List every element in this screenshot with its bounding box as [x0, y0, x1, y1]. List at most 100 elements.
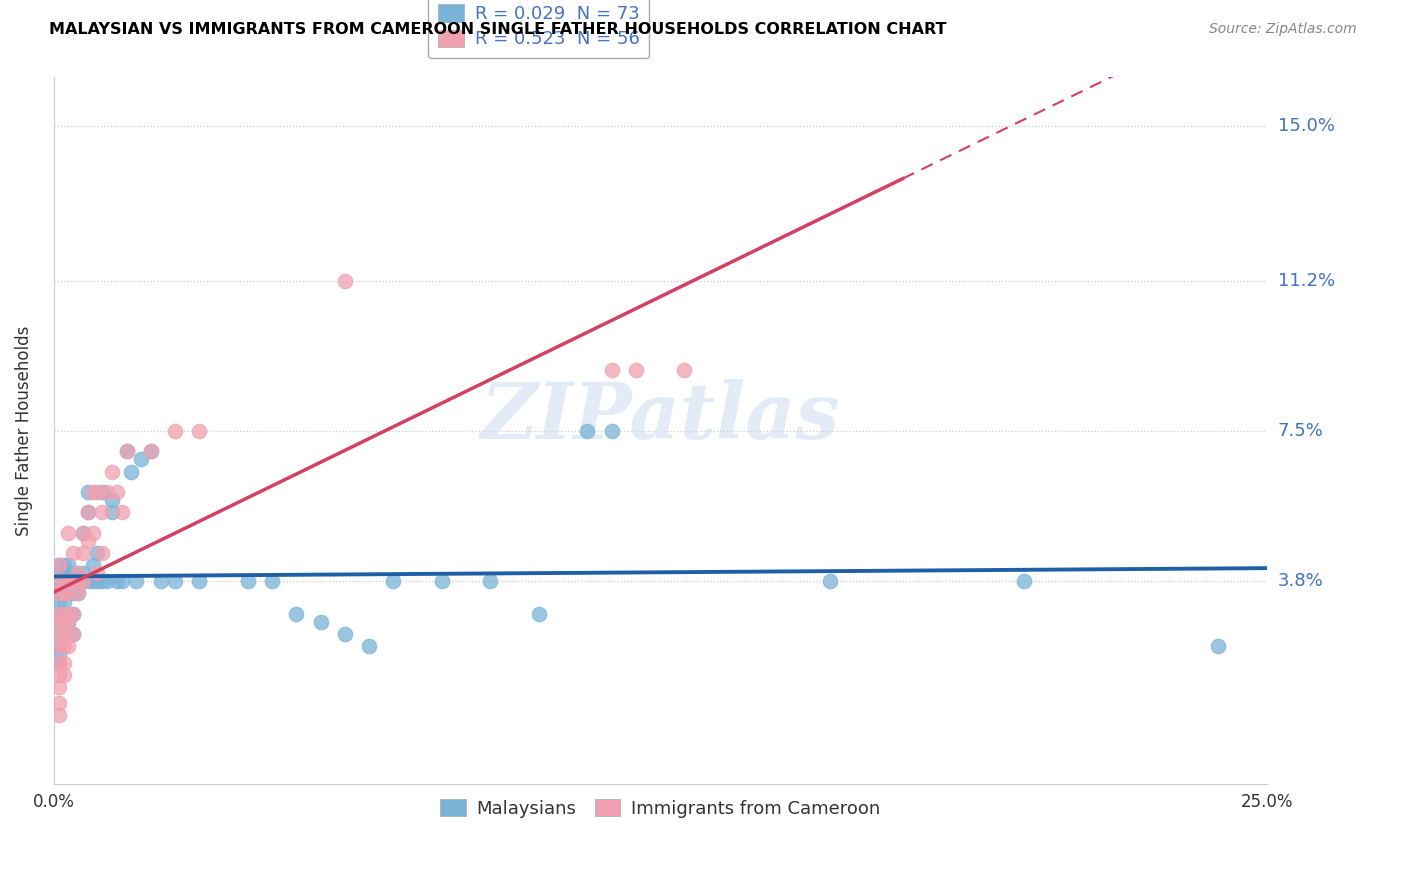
Point [52, 667, 75, 681]
Point [72, 525, 94, 540]
Point [527, 607, 550, 621]
Point [48, 558, 70, 572]
Point [48, 586, 70, 600]
Point [600, 424, 623, 438]
Point [48, 558, 70, 572]
Point [62, 586, 84, 600]
Point [188, 574, 211, 589]
Legend: Malaysians, Immigrants from Cameroon: Malaysians, Immigrants from Cameroon [433, 791, 887, 825]
Point [72, 574, 94, 589]
Point [48, 667, 70, 681]
Point [236, 574, 259, 589]
Point [115, 444, 138, 458]
Text: Source: ZipAtlas.com: Source: ZipAtlas.com [1209, 22, 1357, 37]
Point [111, 505, 134, 519]
Point [62, 574, 84, 589]
Point [72, 525, 94, 540]
Point [67, 586, 90, 600]
Point [52, 574, 75, 589]
Point [673, 363, 696, 377]
Point [72, 566, 94, 581]
Point [82, 558, 104, 572]
Point [1012, 574, 1035, 589]
Point [48, 607, 70, 621]
Text: 7.5%: 7.5% [1278, 422, 1323, 440]
Point [58, 607, 80, 621]
Point [262, 574, 284, 589]
Point [624, 363, 647, 377]
Text: MALAYSIAN VS IMMIGRANTS FROM CAMEROON SINGLE FATHER HOUSEHOLDS CORRELATION CHART: MALAYSIAN VS IMMIGRANTS FROM CAMEROON SI… [49, 22, 946, 37]
Point [48, 574, 70, 589]
Point [48, 615, 70, 629]
Point [48, 640, 70, 654]
Point [111, 574, 134, 589]
Point [149, 574, 172, 589]
Point [188, 424, 211, 438]
Point [52, 586, 75, 600]
Point [52, 656, 75, 670]
Point [58, 586, 80, 600]
Point [76, 505, 98, 519]
Point [62, 627, 84, 641]
Point [120, 465, 142, 479]
Point [48, 615, 70, 629]
Point [52, 574, 75, 589]
Point [115, 444, 138, 458]
Text: 3.8%: 3.8% [1278, 573, 1323, 591]
Point [58, 586, 80, 600]
Point [67, 574, 90, 589]
Point [430, 574, 453, 589]
Point [67, 566, 90, 581]
Point [48, 582, 70, 597]
Point [382, 574, 405, 589]
Point [76, 574, 98, 589]
Point [101, 465, 124, 479]
Point [105, 574, 128, 589]
Point [62, 607, 84, 621]
Point [129, 452, 152, 467]
Point [48, 607, 70, 621]
Point [48, 574, 70, 589]
Point [91, 484, 114, 499]
Point [82, 484, 104, 499]
Point [165, 424, 187, 438]
Point [58, 615, 80, 629]
Point [479, 574, 502, 589]
Point [576, 424, 599, 438]
Text: 15.0%: 15.0% [1278, 117, 1334, 136]
Point [86, 574, 108, 589]
Point [67, 586, 90, 600]
Point [82, 574, 104, 589]
Point [58, 615, 80, 629]
Point [86, 546, 108, 560]
Point [165, 574, 187, 589]
Point [48, 656, 70, 670]
Point [67, 566, 90, 581]
Point [62, 627, 84, 641]
Point [309, 615, 332, 629]
Point [96, 574, 118, 589]
Point [72, 546, 94, 560]
Point [48, 566, 70, 581]
Text: 11.2%: 11.2% [1278, 271, 1334, 290]
Point [91, 546, 114, 560]
Point [333, 627, 356, 641]
Point [48, 680, 70, 694]
Point [818, 574, 841, 589]
Y-axis label: Single Father Households: Single Father Households [15, 326, 32, 536]
Point [86, 566, 108, 581]
Point [52, 607, 75, 621]
Point [139, 444, 162, 458]
Point [48, 627, 70, 641]
Point [58, 574, 80, 589]
Point [600, 363, 623, 377]
Point [48, 696, 70, 710]
Point [86, 484, 108, 499]
Point [58, 640, 80, 654]
Text: ZIPatlas: ZIPatlas [481, 378, 839, 455]
Point [48, 586, 70, 600]
Point [333, 274, 356, 288]
Point [101, 493, 124, 508]
Point [58, 525, 80, 540]
Point [52, 582, 75, 597]
